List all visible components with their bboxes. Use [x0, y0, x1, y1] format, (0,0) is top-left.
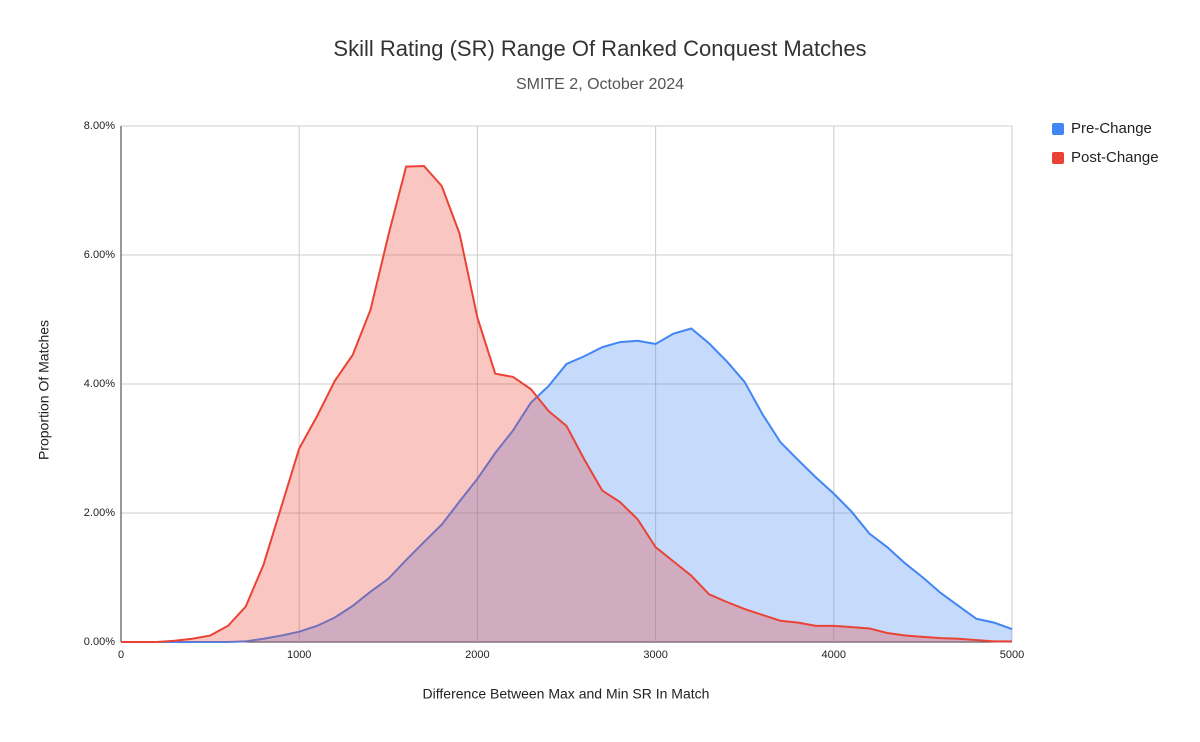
y-axis-label: Proportion Of Matches	[36, 320, 52, 460]
legend-swatch	[1052, 123, 1064, 135]
x-tick-label: 2000	[465, 649, 489, 661]
y-tick-label: 4.00%	[84, 378, 115, 390]
legend-label: Pre-Change	[1071, 120, 1152, 137]
legend-label: Post-Change	[1071, 149, 1159, 166]
y-tick-label: 2.00%	[84, 507, 115, 519]
y-tick-label: 6.00%	[84, 249, 115, 261]
x-axis-label: Difference Between Max and Min SR In Mat…	[423, 686, 710, 702]
x-tick-label: 4000	[822, 649, 846, 661]
y-tick-label: 8.00%	[84, 120, 115, 132]
area-fill	[121, 165, 1012, 643]
area-line	[121, 327, 1013, 643]
x-tick-label: 1000	[287, 649, 311, 661]
chart-subtitle: SMITE 2, October 2024	[516, 76, 684, 93]
x-tick-label: 0	[118, 649, 124, 661]
area-line	[121, 164, 1012, 643]
chart-title: Skill Rating (SR) Range Of Ranked Conque…	[333, 36, 866, 61]
y-tick-label: 0.00%	[84, 636, 115, 648]
area-fill	[121, 328, 1012, 642]
x-tick-label: 3000	[643, 649, 667, 661]
x-tick-label: 5000	[1000, 649, 1024, 661]
legend-swatch	[1052, 152, 1064, 164]
